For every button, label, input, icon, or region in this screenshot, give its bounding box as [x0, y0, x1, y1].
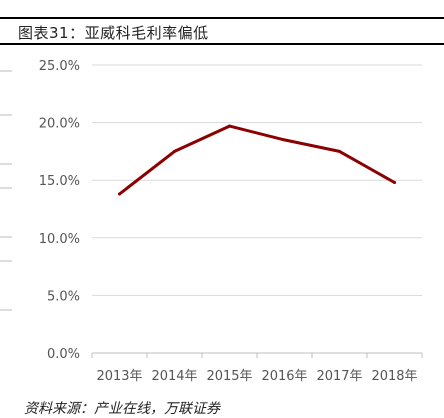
x-axis-tick-labels: 2013年 2014年 2015年 2016年 2017年 2018年: [96, 369, 417, 384]
title-rule: [0, 43, 444, 45]
data-point: [393, 181, 396, 185]
y-tick-label: 5.0%: [47, 289, 80, 304]
series-lines: [118, 124, 396, 196]
x-tick-label: 2013年: [96, 369, 142, 384]
data-point: [118, 192, 121, 196]
y-tick-label: 20.0%: [39, 117, 80, 132]
source-note: 资料来源：产业在线，万联证券: [24, 401, 220, 417]
data-point: [173, 149, 176, 153]
x-tick-label: 2014年: [151, 369, 197, 384]
x-tick-label: 2015年: [206, 369, 252, 384]
y-tick-label: 0.0%: [47, 347, 80, 362]
y-tick-label: 10.0%: [39, 232, 80, 247]
line-chart: 0.0%5.0%10.0%15.0%20.0%25.0% 2013年 2014年 2…: [0, 59, 423, 384]
left-edge-marks: [0, 70, 12, 311]
y-tick-label: 25.0%: [39, 59, 80, 74]
top-rule: [0, 17, 444, 19]
x-tick-label: 2016年: [261, 369, 307, 384]
y-tick-label: 15.0%: [39, 174, 80, 189]
data-point: [283, 138, 286, 142]
x-tick-label: 2018年: [371, 369, 417, 384]
series-line: [118, 124, 396, 196]
figure-title: 图表31：亚威科毛利率偏低: [18, 24, 209, 42]
data-point: [228, 124, 231, 128]
y-axis-tick-labels: 0.0% 5.0% 10.0% 15.0% 20.0% 25.0%: [39, 59, 80, 362]
x-tick-label: 2017年: [316, 369, 362, 384]
title-bar: 图表31：亚威科毛利率偏低: [0, 19, 444, 43]
x-axis: [91, 352, 423, 358]
gridlines: [92, 64, 422, 296]
data-point: [338, 149, 341, 153]
